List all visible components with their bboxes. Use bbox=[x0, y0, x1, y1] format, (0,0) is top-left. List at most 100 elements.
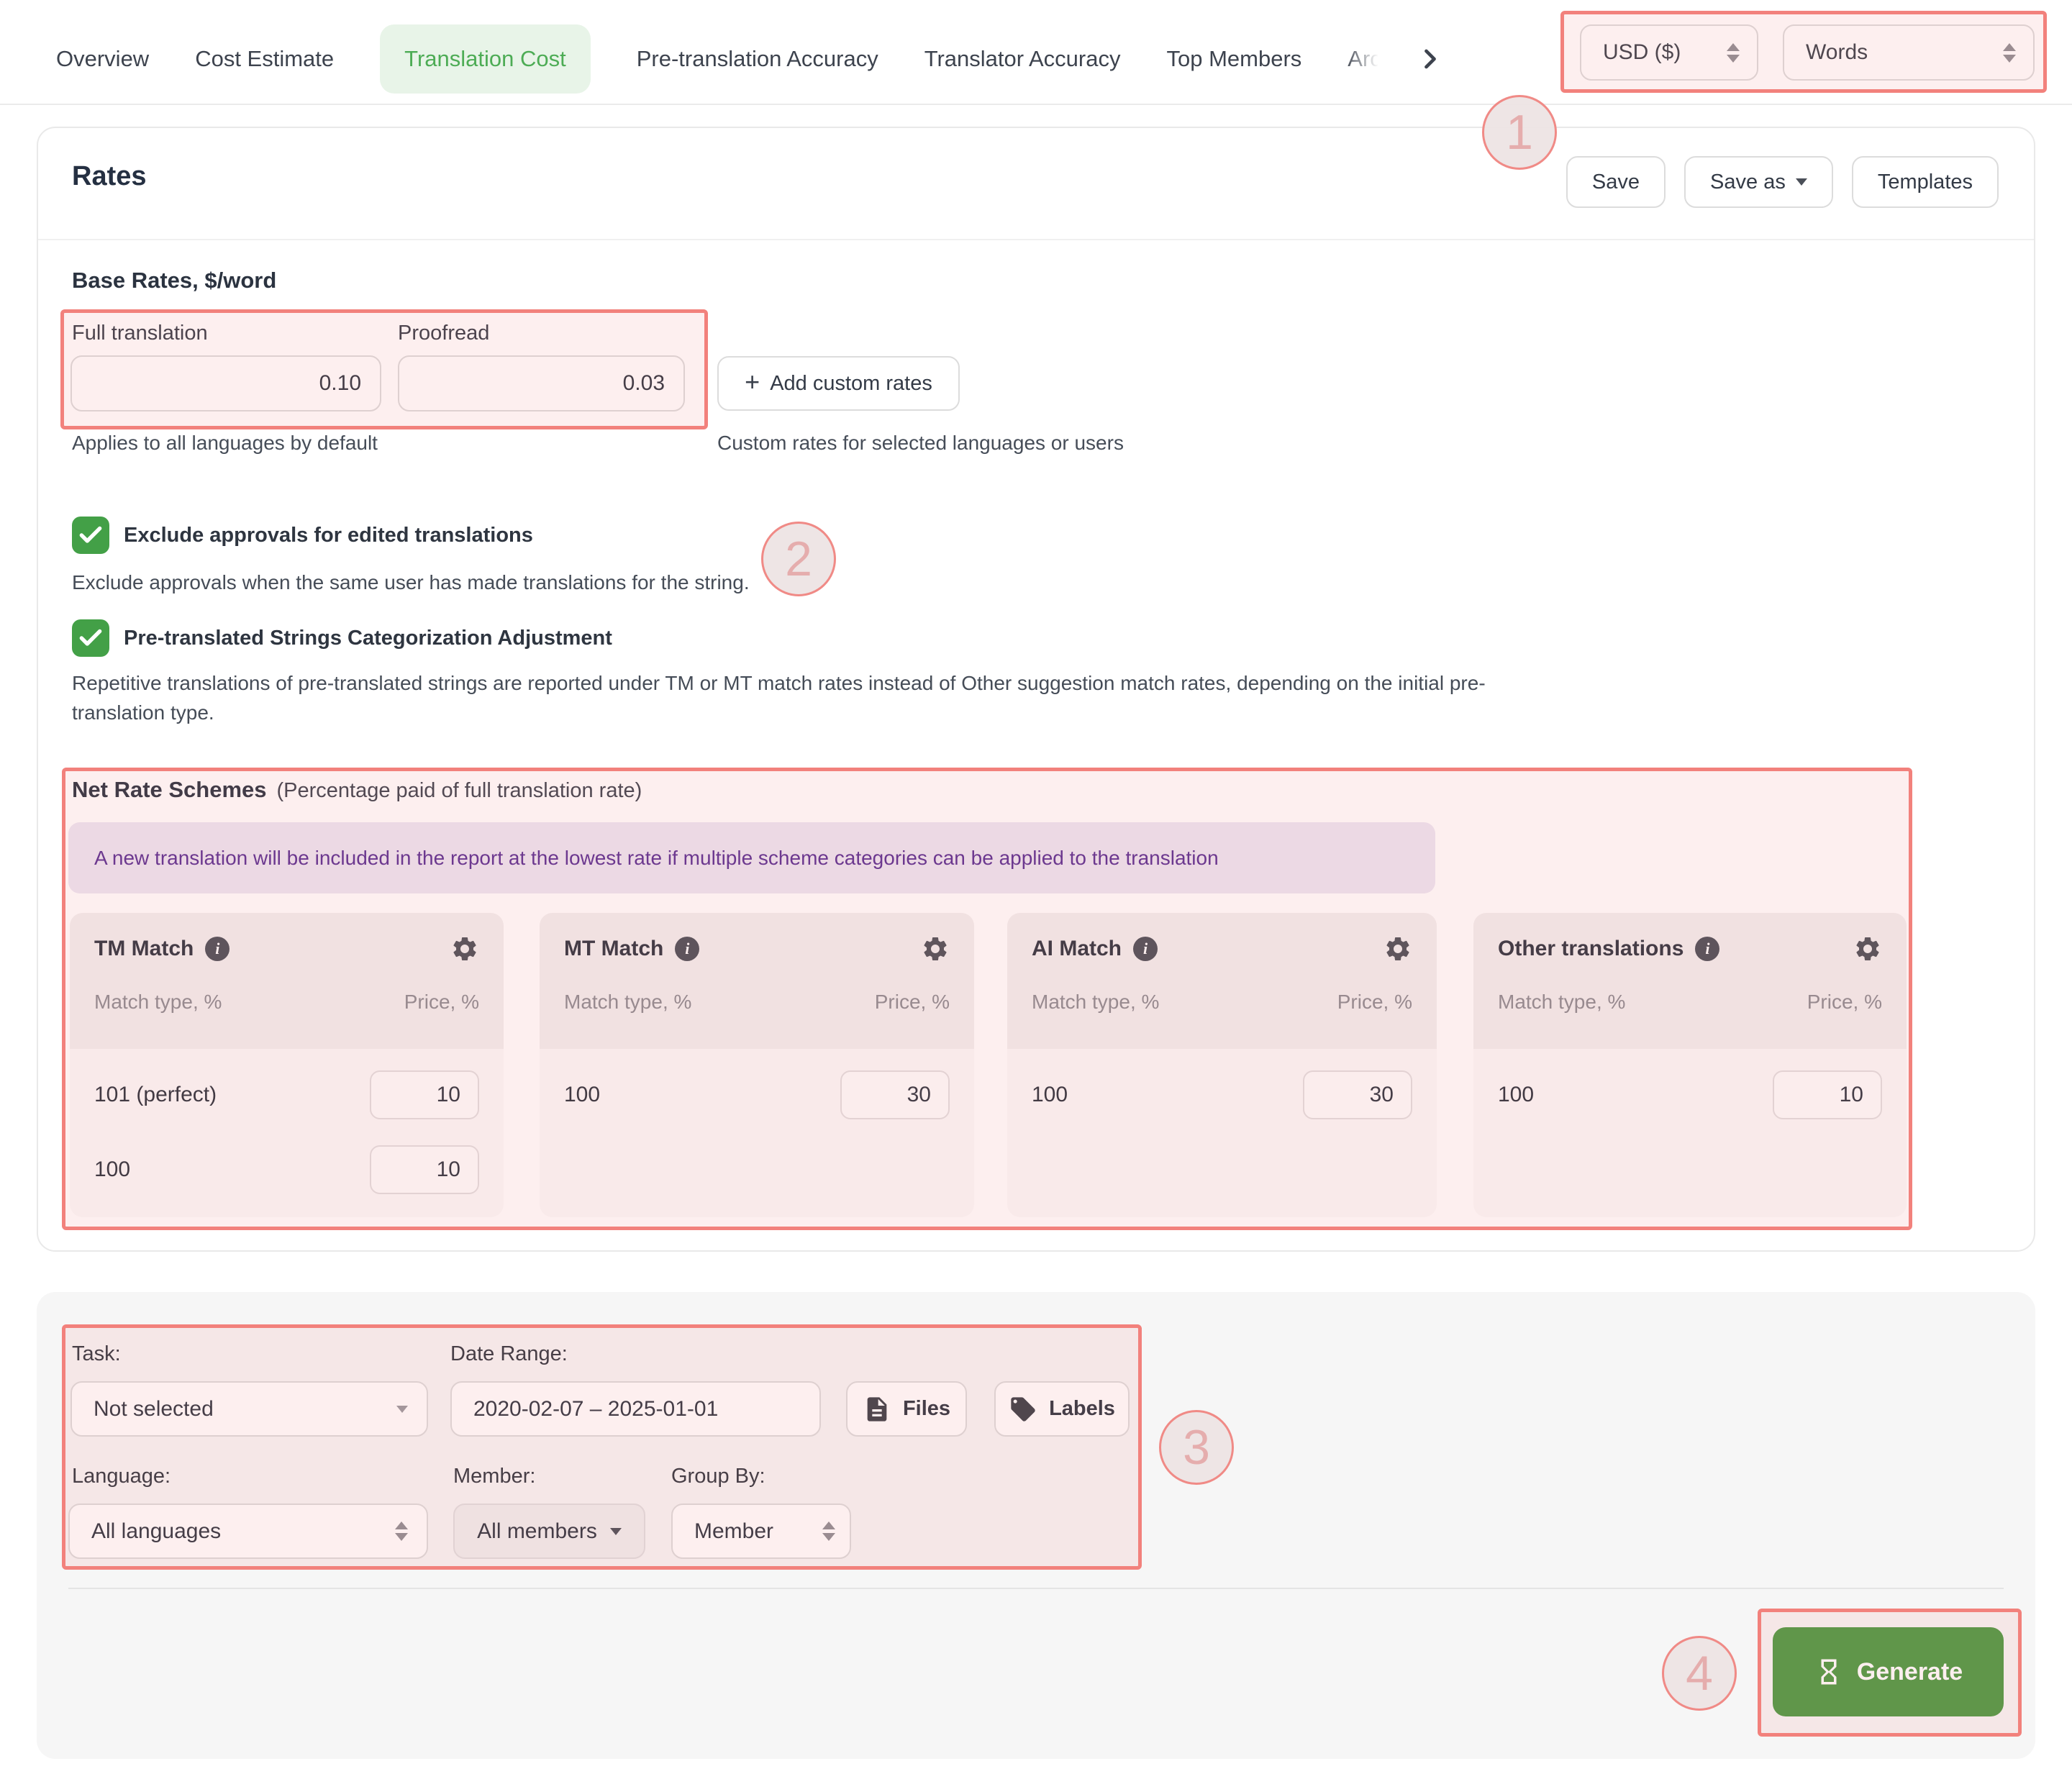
pre-translated-adjustment-checkbox[interactable] bbox=[72, 619, 109, 657]
pre-translated-adjustment-description: Repetitive translations of pre-translate… bbox=[72, 672, 1486, 724]
net-rate-schemes-title: Net Rate Schemes bbox=[72, 777, 267, 802]
gear-icon[interactable] bbox=[921, 934, 950, 963]
info-icon[interactable]: i bbox=[1133, 937, 1158, 961]
report-tabs-bar: Overview Cost Estimate Translation Cost … bbox=[0, 0, 2072, 105]
save-button[interactable]: Save bbox=[1566, 156, 1666, 208]
templates-button[interactable]: Templates bbox=[1851, 156, 1999, 208]
base-rates-hint: Applies to all languages by default bbox=[72, 432, 378, 454]
scheme-card-ai-match: AI Match i Match type, % Price, % 100 30 bbox=[1007, 913, 1437, 1217]
price-header: Price, % bbox=[874, 991, 950, 1013]
tabs-overflow-chevron-icon[interactable] bbox=[1414, 43, 1446, 75]
task-label: Task: bbox=[72, 1342, 121, 1365]
proofread-rate-input[interactable]: 0.03 bbox=[398, 355, 685, 411]
proofread-label: Proofread bbox=[398, 322, 490, 345]
scheme-card-other-translations: Other translations i Match type, % Price… bbox=[1473, 913, 1907, 1217]
price-input[interactable]: 30 bbox=[1303, 1070, 1412, 1119]
scheme-title: Other translations bbox=[1498, 937, 1684, 960]
exclude-approvals-label: Exclude approvals for edited translation… bbox=[124, 524, 533, 547]
price-header: Price, % bbox=[1807, 991, 1882, 1013]
chevron-down-icon bbox=[1795, 178, 1807, 186]
group-by-label: Group By: bbox=[671, 1465, 765, 1488]
plus-icon: + bbox=[745, 367, 760, 396]
date-range-label: Date Range: bbox=[450, 1342, 568, 1365]
save-as-button[interactable]: Save as bbox=[1684, 156, 1833, 208]
tab-pre-translation-accuracy[interactable]: Pre-translation Accuracy bbox=[636, 46, 878, 71]
match-type-header: Match type, % bbox=[1032, 991, 1160, 1013]
tab-top-members[interactable]: Top Members bbox=[1166, 46, 1302, 71]
price-header: Price, % bbox=[1337, 991, 1412, 1013]
add-custom-rates-button[interactable]: + Add custom rates bbox=[717, 356, 960, 411]
updown-arrows-icon bbox=[2003, 42, 2016, 63]
net-rate-schemes-heading: Net Rate Schemes (Percentage paid of ful… bbox=[72, 777, 642, 803]
member-select[interactable]: All members bbox=[453, 1504, 645, 1559]
info-icon[interactable]: i bbox=[1695, 937, 1720, 961]
info-icon[interactable]: i bbox=[205, 937, 230, 961]
price-input[interactable]: 30 bbox=[840, 1070, 950, 1119]
tab-truncated[interactable]: Arc bbox=[1345, 42, 1384, 76]
generate-button[interactable]: Generate bbox=[1773, 1627, 2004, 1716]
match-type-header: Match type, % bbox=[94, 991, 222, 1013]
price-input[interactable]: 10 bbox=[370, 1070, 479, 1119]
labels-button[interactable]: Labels bbox=[994, 1381, 1130, 1437]
checkmark-icon bbox=[79, 526, 102, 543]
member-label: Member: bbox=[453, 1465, 536, 1488]
tab-overview[interactable]: Overview bbox=[56, 46, 150, 71]
language-select[interactable]: All languages bbox=[68, 1504, 428, 1559]
scheme-row: 100 30 bbox=[1032, 1070, 1412, 1119]
tag-icon bbox=[1011, 1396, 1035, 1422]
scheme-card-mt-match: MT Match i Match type, % Price, % 100 30 bbox=[540, 913, 974, 1217]
currency-select[interactable]: USD ($) bbox=[1580, 24, 1758, 81]
scheme-card-tm-match: TM Match i Match type, % Price, % 101 (p… bbox=[70, 913, 504, 1217]
unit-select[interactable]: Words bbox=[1783, 24, 2035, 81]
pre-translated-adjustment-label: Pre-translated Strings Categorization Ad… bbox=[124, 627, 612, 650]
match-type-header: Match type, % bbox=[1498, 991, 1626, 1013]
currency-select-value: USD ($) bbox=[1603, 40, 1681, 64]
gear-icon[interactable] bbox=[450, 934, 479, 963]
gear-icon[interactable] bbox=[1853, 934, 1882, 963]
scheme-title: AI Match bbox=[1032, 937, 1122, 960]
rates-card-actions: Save Save as Templates bbox=[1566, 156, 1999, 208]
language-label: Language: bbox=[72, 1465, 171, 1488]
scheme-row: 101 (perfect) 10 bbox=[94, 1070, 479, 1119]
task-select[interactable]: Not selected bbox=[71, 1381, 428, 1437]
gear-icon[interactable] bbox=[1383, 934, 1412, 963]
chevron-down-icon bbox=[609, 1527, 622, 1535]
files-button[interactable]: Files bbox=[846, 1381, 967, 1437]
scheme-row: 100 10 bbox=[1498, 1070, 1882, 1119]
custom-rates-hint: Custom rates for selected languages or u… bbox=[717, 432, 1124, 454]
unit-select-value: Words bbox=[1806, 40, 1868, 64]
scheme-title: TM Match bbox=[94, 937, 194, 960]
footer-divider bbox=[68, 1588, 2004, 1589]
exclude-approvals-description: Exclude approvals when the same user has… bbox=[72, 571, 750, 593]
exclude-approvals-checkbox[interactable] bbox=[72, 517, 109, 554]
group-by-select[interactable]: Member bbox=[671, 1504, 851, 1559]
price-input[interactable]: 10 bbox=[1773, 1070, 1882, 1119]
card-header-divider bbox=[38, 239, 2034, 240]
price-input[interactable]: 10 bbox=[370, 1145, 479, 1194]
scheme-title: MT Match bbox=[564, 937, 664, 960]
net-rate-schemes-subtitle: (Percentage paid of full translation rat… bbox=[276, 779, 642, 802]
tab-translator-accuracy[interactable]: Translator Accuracy bbox=[924, 46, 1121, 71]
file-icon bbox=[867, 1396, 887, 1422]
checkmark-icon bbox=[79, 629, 102, 646]
updown-arrows-icon bbox=[1727, 42, 1740, 63]
chevron-down-icon bbox=[396, 1405, 408, 1413]
updown-arrows-icon bbox=[822, 1521, 835, 1541]
scheme-row: 100 30 bbox=[564, 1070, 950, 1119]
match-type-header: Match type, % bbox=[564, 991, 692, 1013]
scheme-row: 100 10 bbox=[94, 1145, 479, 1194]
full-translation-rate-input[interactable]: 0.10 bbox=[71, 355, 381, 411]
tab-translation-cost[interactable]: Translation Cost bbox=[380, 24, 591, 94]
price-header: Price, % bbox=[404, 991, 479, 1013]
hourglass-icon bbox=[1821, 1659, 1837, 1685]
tab-cost-estimate[interactable]: Cost Estimate bbox=[195, 46, 335, 71]
date-range-input[interactable]: 2020-02-07 – 2025-01-01 bbox=[450, 1381, 821, 1437]
full-translation-label: Full translation bbox=[72, 322, 208, 345]
lowest-rate-info-banner: A new translation will be included in th… bbox=[68, 822, 1435, 893]
info-icon[interactable]: i bbox=[675, 937, 700, 961]
base-rates-heading: Base Rates, $/word bbox=[72, 268, 277, 293]
rates-card-title: Rates bbox=[72, 161, 147, 191]
updown-arrows-icon bbox=[395, 1521, 408, 1541]
report-global-selects: USD ($) Words bbox=[1580, 24, 2035, 81]
